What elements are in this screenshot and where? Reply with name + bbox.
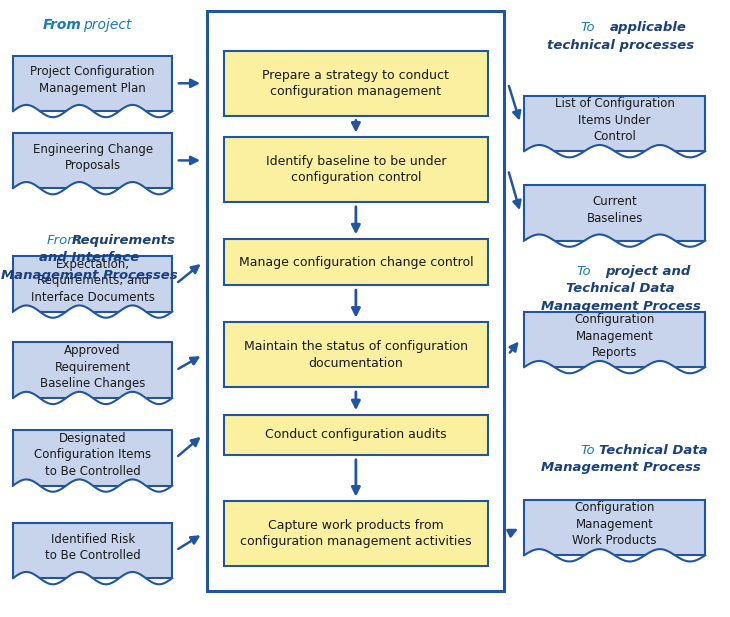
FancyBboxPatch shape [224,138,488,202]
Text: Designated
Configuration Items
to Be Controlled: Designated Configuration Items to Be Con… [34,432,151,478]
Text: Conduct configuration audits: Conduct configuration audits [265,428,447,442]
Text: From: From [47,234,80,247]
FancyBboxPatch shape [524,312,705,367]
FancyBboxPatch shape [224,501,488,566]
FancyBboxPatch shape [13,256,172,312]
Text: Management Process: Management Process [541,299,700,313]
FancyBboxPatch shape [224,415,488,455]
Text: Identify baseline to be under
configuration control: Identify baseline to be under configurat… [266,155,446,184]
FancyBboxPatch shape [13,430,172,486]
FancyBboxPatch shape [524,185,705,241]
FancyBboxPatch shape [224,322,488,387]
Text: Engineering Change
Proposals: Engineering Change Proposals [33,143,153,172]
Text: project and: project and [606,265,691,278]
Text: Current
Baselines: Current Baselines [586,195,643,225]
Text: applicable: applicable [610,21,687,35]
FancyBboxPatch shape [13,133,172,188]
Text: List of Configuration
Items Under
Control: List of Configuration Items Under Contro… [555,97,675,143]
FancyBboxPatch shape [13,56,172,111]
Text: Management Processes: Management Processes [1,268,177,282]
Text: To: To [580,21,595,35]
Text: Capture work products from
configuration management activities: Capture work products from configuration… [240,519,472,549]
Text: Expectation,
Requirements, and
Interface Documents: Expectation, Requirements, and Interface… [31,258,155,304]
FancyBboxPatch shape [524,96,705,151]
FancyBboxPatch shape [13,523,172,578]
Text: Management Process: Management Process [541,461,700,474]
FancyBboxPatch shape [524,500,705,555]
Text: From: From [42,18,82,31]
Text: Maintain the status of configuration
documentation: Maintain the status of configuration doc… [244,340,468,370]
FancyBboxPatch shape [224,239,488,285]
Text: Manage configuration change control: Manage configuration change control [239,255,473,269]
Text: Requirements: Requirements [72,234,176,247]
Text: project: project [83,18,131,31]
Text: Approved
Requirement
Baseline Changes: Approved Requirement Baseline Changes [40,344,145,390]
Text: technical processes: technical processes [547,38,694,52]
Text: Prepare a strategy to conduct
configuration management: Prepare a strategy to conduct configurat… [263,68,449,98]
Text: Identified Risk
to Be Controlled: Identified Risk to Be Controlled [45,532,141,562]
Text: Configuration
Management
Work Products: Configuration Management Work Products [572,502,657,547]
Text: and Interface: and Interface [39,251,139,265]
Text: To: To [577,265,591,278]
Text: Technical Data: Technical Data [599,444,707,457]
Text: Project Configuration
Management Plan: Project Configuration Management Plan [31,65,155,95]
Text: Configuration
Management
Reports: Configuration Management Reports [575,313,655,359]
Text: Technical Data: Technical Data [566,282,675,296]
FancyBboxPatch shape [13,342,172,398]
FancyBboxPatch shape [224,51,488,116]
Text: To: To [580,444,595,457]
